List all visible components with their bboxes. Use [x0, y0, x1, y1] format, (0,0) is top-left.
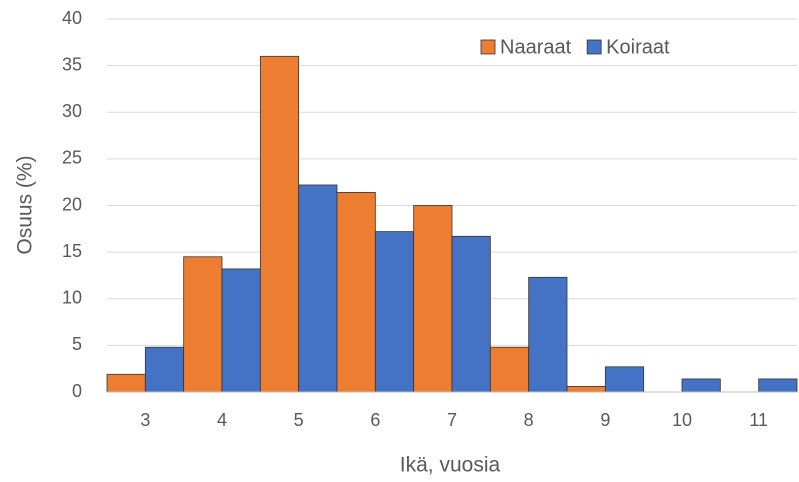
x-tick-label: 10 — [672, 410, 692, 430]
bar — [259, 55, 300, 393]
bar — [106, 373, 146, 393]
y-tick-label: 10 — [62, 288, 82, 308]
x-tick-label: 11 — [749, 410, 768, 430]
y-tick-label: 40 — [62, 8, 82, 28]
y-tick-label: 0 — [72, 381, 82, 401]
y-tick-label: 30 — [62, 101, 82, 121]
y-tick-label: 15 — [62, 241, 82, 261]
bar — [336, 192, 376, 393]
bar — [374, 231, 415, 393]
x-tick-label: 7 — [447, 410, 457, 430]
legend-label: Naaraat — [500, 36, 572, 58]
bar — [221, 268, 261, 393]
y-tick-label: 35 — [62, 54, 82, 74]
legend-swatch — [480, 39, 496, 55]
bar — [451, 235, 491, 393]
legend-swatch — [586, 39, 602, 55]
y-tick-label: 20 — [62, 194, 82, 214]
y-tick-label: 25 — [62, 148, 82, 168]
x-tick-label: 4 — [217, 410, 227, 430]
x-axis-title: Ikä, vuosia — [400, 454, 501, 477]
x-tick-label: 3 — [140, 410, 150, 430]
bar — [489, 346, 530, 393]
x-tick-label: 8 — [524, 410, 534, 430]
bar — [298, 184, 338, 393]
bar — [566, 386, 606, 393]
bar — [528, 276, 568, 393]
bar — [413, 205, 453, 393]
bar — [681, 378, 721, 393]
x-tick-label: 9 — [600, 410, 610, 430]
x-tick-label: 5 — [294, 410, 304, 430]
y-tick-label: 5 — [72, 334, 82, 354]
x-tick-label: 6 — [370, 410, 380, 430]
bar — [604, 366, 645, 393]
legend-label: Koiraat — [606, 36, 670, 58]
y-axis-title: Osuus (%) — [14, 155, 37, 254]
bar — [144, 346, 185, 393]
bar — [758, 378, 798, 393]
bar — [183, 256, 223, 393]
